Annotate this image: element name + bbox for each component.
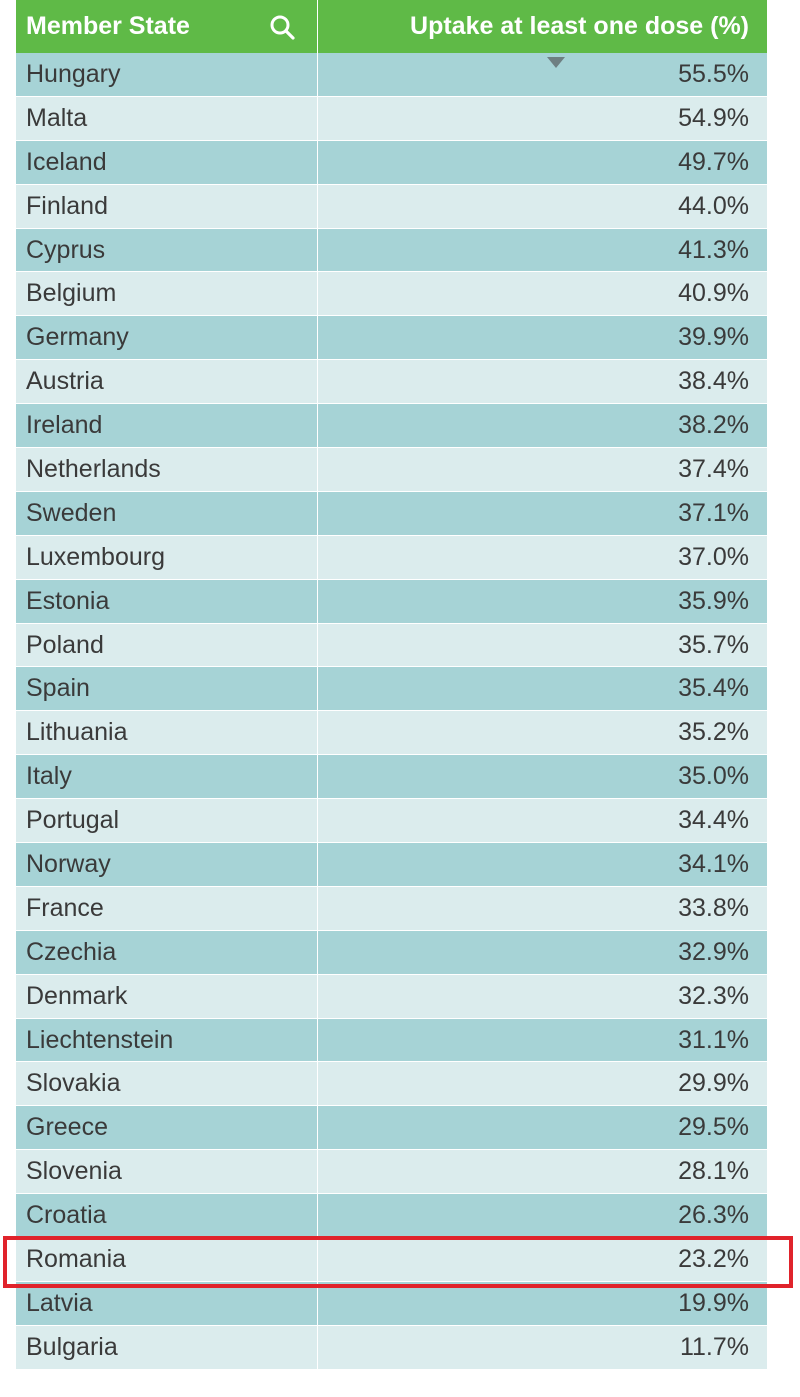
table-row: Estonia 35.9% (16, 579, 767, 624)
table-row: Ireland 38.2% (16, 404, 767, 449)
cell-uptake-value: 26.3% (678, 1201, 749, 1230)
table-row: Luxembourg 37.0% (16, 535, 767, 580)
cell-member-state: Denmark (16, 974, 318, 1018)
table-row: Italy 35.0% (16, 755, 767, 800)
cell-uptake-value: 35.9% (678, 586, 749, 615)
table-row: Hungary 55.5% (16, 53, 767, 97)
search-icon[interactable] (269, 14, 295, 40)
cell-uptake-value: 35.2% (678, 718, 749, 747)
cell-uptake-value: 31.1% (678, 1025, 749, 1054)
sort-descending-icon[interactable] (547, 57, 565, 68)
cell-member-state: Austria (16, 360, 318, 404)
cell-member-state: Ireland (16, 404, 318, 448)
table-row: Slovenia 28.1% (16, 1150, 767, 1195)
cell-uptake-value: 32.9% (678, 937, 749, 966)
table-row: Liechtenstein 31.1% (16, 1018, 767, 1063)
table-row: Greece 29.5% (16, 1106, 767, 1151)
table-row: Netherlands 37.4% (16, 448, 767, 492)
cell-member-state: France (16, 886, 318, 930)
cell-member-state: Latvia (16, 1281, 318, 1325)
cell-uptake-value: 35.0% (678, 762, 749, 791)
table-body: Hungary 55.5% Malta 54.9% Iceland 49.7% Finlan… (16, 53, 767, 1370)
cell-uptake-value: 37.4% (678, 454, 749, 483)
table-row: Malta 54.9% (16, 96, 767, 141)
cell-uptake-value: 32.3% (678, 981, 749, 1010)
cell-uptake-value: 37.1% (678, 498, 749, 527)
table-row: Norway 34.1% (16, 843, 767, 887)
column-header-uptake[interactable]: Uptake at least one dose (%) (318, 0, 767, 53)
cell-member-state: Belgium (16, 272, 318, 316)
table-row: Iceland 49.7% (16, 140, 767, 185)
cell-member-state: Luxembourg (16, 535, 318, 579)
cell-uptake-value: 35.4% (678, 674, 749, 703)
cell-member-state: Norway (16, 843, 318, 886)
table-row: Croatia 26.3% (16, 1194, 767, 1239)
cell-member-state: Slovakia (16, 1062, 318, 1106)
cell-member-state: Iceland (16, 140, 318, 184)
cell-member-state: Bulgaria (16, 1325, 318, 1369)
cell-member-state: Malta (16, 96, 318, 140)
cell-uptake-value: 34.4% (678, 806, 749, 835)
table-row: Lithuania 35.2% (16, 711, 767, 756)
cell-member-state: Greece (16, 1106, 318, 1150)
cell-uptake-value: 44.0% (678, 191, 749, 220)
cell-member-state: Spain (16, 667, 318, 711)
cell-member-state: Liechtenstein (16, 1018, 318, 1062)
cell-uptake-value: 19.9% (678, 1288, 749, 1317)
cell-member-state: Hungary (16, 53, 318, 96)
cell-member-state: Croatia (16, 1194, 318, 1238)
vaccine-uptake-table: Member State Uptake at least one dose (%… (16, 0, 767, 1370)
cell-uptake-value: 29.9% (678, 1069, 749, 1098)
table-row: Sweden 37.1% (16, 491, 767, 536)
cell-member-state: Estonia (16, 579, 318, 623)
cell-member-state: Italy (16, 755, 318, 799)
column-header-member-state[interactable]: Member State (16, 0, 318, 53)
table-row: Bulgaria 11.7% (16, 1325, 767, 1370)
table-row: Portugal 34.4% (16, 799, 767, 844)
cell-uptake-value: 39.9% (678, 323, 749, 352)
cell-member-state: Cyprus (16, 228, 318, 272)
cell-member-state: Romania (16, 1238, 318, 1281)
cell-uptake-value: 29.5% (678, 1113, 749, 1142)
cell-member-state: Sweden (16, 491, 318, 535)
table-row: Finland 44.0% (16, 184, 767, 229)
cell-uptake-value: 34.1% (678, 849, 749, 878)
cell-uptake-value: 37.0% (678, 542, 749, 571)
cell-member-state: Poland (16, 623, 318, 667)
cell-uptake-value: 54.9% (678, 103, 749, 132)
table-row: Latvia 19.9% (16, 1281, 767, 1326)
table-row: Spain 35.4% (16, 667, 767, 712)
cell-member-state: Lithuania (16, 711, 318, 755)
column-header-uptake-label: Uptake at least one dose (%) (410, 12, 749, 40)
cell-uptake-value: 38.4% (678, 367, 749, 396)
cell-uptake-value: 23.2% (678, 1244, 749, 1273)
cell-member-state: Finland (16, 184, 318, 228)
cell-uptake-value: 35.7% (678, 630, 749, 659)
table-row: France 33.8% (16, 886, 767, 931)
column-header-member-state-label: Member State (26, 12, 190, 40)
table-row: Denmark 32.3% (16, 974, 767, 1019)
table-row: Germany 39.9% (16, 316, 767, 361)
cell-member-state: Germany (16, 316, 318, 360)
table-row: Czechia 32.9% (16, 930, 767, 975)
table-row: Romania 23.2% (16, 1238, 767, 1282)
cell-uptake-value: 11.7% (679, 1332, 749, 1361)
cell-member-state: Slovenia (16, 1150, 318, 1194)
cell-uptake-value: 38.2% (678, 411, 749, 440)
cell-uptake-value: 28.1% (678, 1157, 749, 1186)
table-row: Slovakia 29.9% (16, 1062, 767, 1107)
table-row: Poland 35.7% (16, 623, 767, 668)
table-header: Member State Uptake at least one dose (%… (16, 0, 767, 53)
table-row: Austria 38.4% (16, 360, 767, 405)
cell-member-state: Czechia (16, 930, 318, 974)
cell-uptake-value: 33.8% (678, 893, 749, 922)
table-row: Cyprus 41.3% (16, 228, 767, 273)
cell-member-state: Netherlands (16, 448, 318, 491)
cell-member-state: Portugal (16, 799, 318, 843)
cell-uptake-value: 40.9% (678, 279, 749, 308)
cell-uptake-value: 55.5% (678, 59, 749, 88)
table-row: Belgium 40.9% (16, 272, 767, 317)
cell-uptake-value: 49.7% (678, 147, 749, 176)
cell-uptake-value: 41.3% (678, 235, 749, 264)
